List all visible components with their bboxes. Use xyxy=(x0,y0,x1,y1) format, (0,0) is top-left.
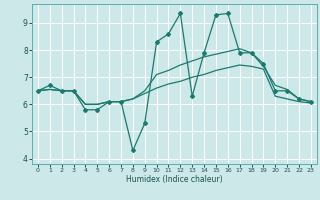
X-axis label: Humidex (Indice chaleur): Humidex (Indice chaleur) xyxy=(126,175,223,184)
